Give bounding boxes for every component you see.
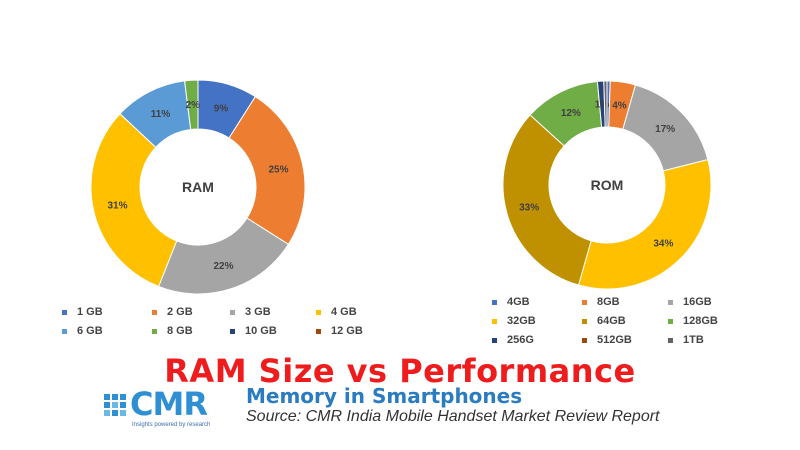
rom-legend-swatch [668, 337, 673, 343]
ram-slice-2gb [228, 95, 306, 246]
rom-legend-swatch [492, 337, 497, 343]
rom-center-label: ROM [591, 177, 624, 193]
ram-legend-swatch [62, 309, 67, 315]
rom-data-label: 1% [595, 100, 610, 111]
ram-legend-swatch [62, 328, 67, 334]
rom-legend-swatch [668, 318, 673, 324]
ram-legend-item: 12 GB [316, 325, 386, 337]
rom-legend-label: 32GB [507, 315, 536, 327]
ram-legend-swatch [152, 309, 157, 315]
ram-legend-label: 10 GB [245, 325, 277, 337]
ram-legend-swatch [316, 309, 321, 315]
cube-logo-icon [104, 394, 126, 416]
ram-legend-item: 2 GB [152, 306, 224, 318]
ram-donut-chart: 9% 25% 22% 31% 11% 2% RAM [90, 79, 306, 295]
ram-slice-8gb [184, 79, 199, 131]
rom-legend-item: 128GB [668, 315, 748, 327]
rom-data-label: 33% [519, 203, 539, 214]
rom-legend-item: 32GB [492, 315, 576, 327]
rom-legend-label: 1TB [683, 334, 704, 346]
ram-legend-swatch [316, 328, 321, 334]
logo-tagline: Insights powered by research [132, 422, 211, 428]
ram-legend-label: 6 GB [77, 325, 103, 337]
rom-legend-swatch [582, 299, 587, 305]
logo-text: CMR [130, 385, 208, 423]
rom-legend-item: 4GB [492, 296, 576, 308]
ram-legend-label: 12 GB [331, 325, 363, 337]
rom-legend-item: 64GB [582, 315, 662, 327]
rom-slice-64gb [502, 114, 592, 286]
ram-legend-swatch [230, 328, 235, 334]
rom-legend: 4GB 8GB 16GB 32GB 64GB 128GB 256G 512GB 1TB [492, 296, 752, 346]
rom-slice-1tb [603, 80, 608, 128]
report-source: Source: CMR India Mobile Handset Market … [246, 408, 660, 425]
rom-legend-label: 16GB [683, 296, 712, 308]
rom-slice-32gb [577, 159, 712, 290]
rom-legend-swatch [492, 299, 497, 305]
ram-slice-4gb [90, 113, 178, 288]
report-title: Memory in Smartphones [246, 384, 523, 408]
rom-donut-chart: 4% 17% 34% 33% 12% 1% ROM [502, 80, 712, 290]
rom-legend-label: 8GB [597, 296, 620, 308]
rom-legend-swatch [492, 318, 497, 324]
ram-legend-item: 1 GB [62, 306, 146, 318]
ram-legend-item: 6 GB [62, 325, 146, 337]
cmr-logo: CMR Insights powered by research [100, 384, 230, 434]
ram-legend-label: 3 GB [245, 306, 271, 318]
ram-legend-item: 4 GB [316, 306, 386, 318]
ram-data-label: 9% [214, 103, 229, 114]
rom-legend-label: 64GB [597, 315, 626, 327]
rom-legend-item: 8GB [582, 296, 662, 308]
ram-center-label: RAM [182, 179, 214, 195]
ram-legend-label: 2 GB [167, 306, 193, 318]
ram-legend: 1 GB 2 GB 3 GB 4 GB 6 GB 8 GB 10 GB 12 GB [62, 306, 363, 337]
rom-legend-item: 1TB [668, 334, 748, 346]
rom-legend-label: 512GB [597, 334, 632, 346]
rom-legend-swatch [582, 337, 587, 343]
rom-data-label: 12% [561, 108, 581, 119]
rom-data-label: 34% [653, 239, 673, 250]
report-footer: CMR Insights powered by research Memory … [100, 384, 720, 434]
ram-data-label: 11% [151, 109, 171, 120]
rom-legend-label: 128GB [683, 315, 718, 327]
rom-legend-item: 512GB [582, 334, 662, 346]
rom-data-label: 17% [655, 124, 675, 135]
ram-legend-label: 1 GB [77, 306, 103, 318]
ram-data-label: 22% [213, 261, 233, 272]
ram-data-label: 2% [186, 100, 201, 111]
ram-data-label: 25% [269, 165, 289, 176]
rom-legend-item: 16GB [668, 296, 748, 308]
ram-legend-label: 4 GB [331, 306, 357, 318]
ram-legend-label: 8 GB [167, 325, 193, 337]
ram-slice-3gb [157, 217, 290, 295]
ram-legend-item: 3 GB [230, 306, 310, 318]
rom-legend-label: 256G [507, 334, 534, 346]
ram-legend-item: 8 GB [152, 325, 224, 337]
rom-legend-swatch [668, 299, 673, 305]
rom-legend-item: 256G [492, 334, 576, 346]
ram-legend-swatch [152, 328, 157, 334]
rom-legend-swatch [582, 318, 587, 324]
rom-data-label: 4% [612, 100, 627, 111]
ram-data-label: 31% [107, 200, 127, 211]
overlay-title: RAM Size vs Performance [164, 352, 636, 390]
rom-legend-label: 4GB [507, 296, 530, 308]
ram-legend-item: 10 GB [230, 325, 310, 337]
ram-legend-swatch [230, 309, 235, 315]
